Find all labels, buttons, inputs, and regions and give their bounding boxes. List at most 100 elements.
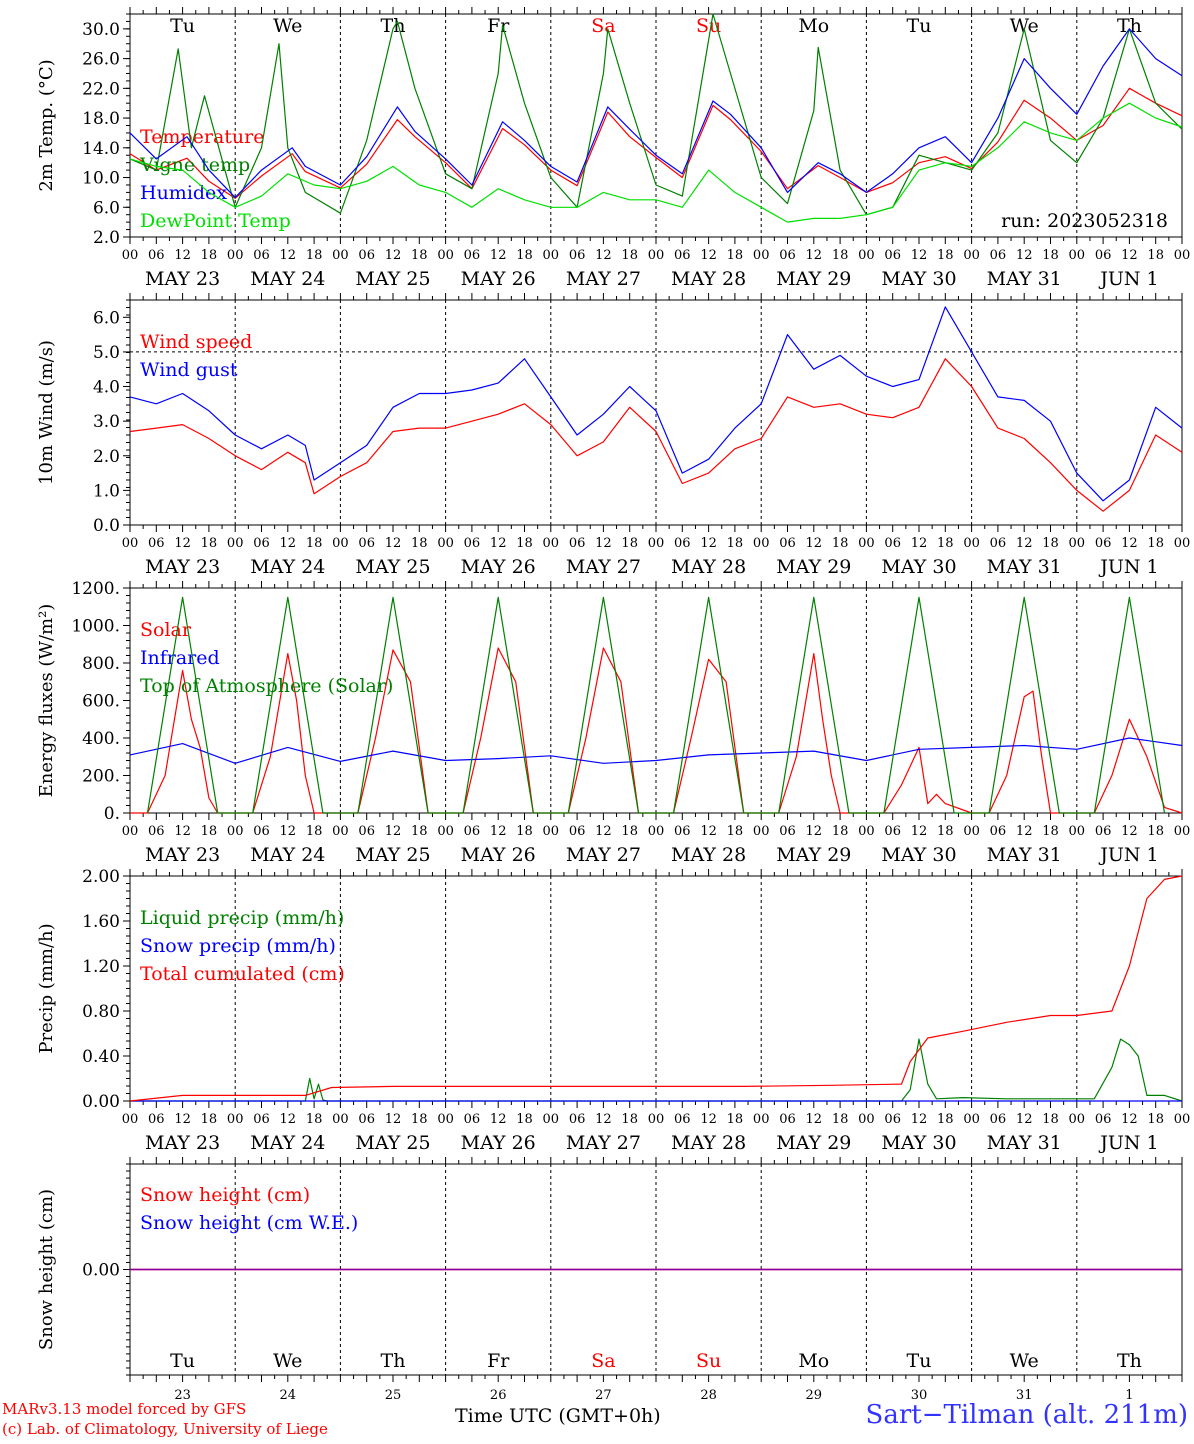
hour-tick-label: 00 [858,248,875,263]
hour-tick-label: 18 [1042,248,1059,263]
date-label: MAY 24 [250,556,325,578]
panel-frame-wind [129,299,1183,526]
hour-tick-label: 00 [858,1112,875,1127]
hour-tick-label: 06 [464,248,481,263]
date-label: MAY 26 [461,556,536,578]
hour-tick-label: 00 [1174,536,1191,551]
y-tick-label: 22.0 [82,79,120,99]
date-label: JUN 1 [1098,268,1158,290]
hour-tick-label: 06 [569,536,586,551]
weekday-label: Su [696,15,721,37]
legend-entry: Snow height (cm) [140,1184,310,1206]
hour-tick-label: 00 [122,536,139,551]
day-number-label: 23 [174,1388,191,1403]
hour-tick-label: 06 [674,536,691,551]
hour-tick-label: 18 [937,1112,954,1127]
hour-tick-label: 18 [937,824,954,839]
date-label: MAY 28 [671,268,746,290]
weekday-label: Th [381,15,406,37]
hour-tick-label: 18 [1147,824,1164,839]
hour-tick-label: 00 [332,824,349,839]
date-label: MAY 29 [776,268,851,290]
date-label: MAY 24 [250,1132,325,1154]
hour-tick-label: 00 [753,1112,770,1127]
hour-tick-label: 06 [779,1112,796,1127]
series-line-precip-2 [129,875,1183,1102]
hour-tick-label: 12 [490,1112,507,1127]
hour-tick-label: 12 [490,536,507,551]
series-line-precip-0 [130,1038,1183,1102]
hour-tick-label: 06 [464,536,481,551]
date-label: JUN 1 [1098,556,1158,578]
hour-tick-label: 12 [595,536,612,551]
hour-tick-label: 18 [727,248,744,263]
hour-tick-label: 18 [201,536,218,551]
hour-tick-label: 00 [543,824,560,839]
weekday-label: Sa [591,1350,615,1372]
date-label: MAY 23 [145,556,220,578]
hour-tick-label: 18 [832,1112,849,1127]
hour-tick-label: 18 [621,824,638,839]
hour-tick-label: 06 [1095,536,1112,551]
hour-tick-label: 00 [437,248,454,263]
hour-tick-label: 12 [1121,248,1138,263]
date-label: MAY 25 [355,556,430,578]
weekday-label: Tu [170,1350,195,1372]
hour-tick-label: 12 [385,824,402,839]
hour-tick-label: 00 [543,1112,560,1127]
hour-tick-label: 00 [963,824,980,839]
hour-tick-label: 18 [201,248,218,263]
y-tick-label: 1000. [71,617,120,637]
hour-tick-label: 12 [385,536,402,551]
hour-tick-label: 18 [1042,1112,1059,1127]
hour-tick-label: 12 [595,1112,612,1127]
date-label: MAY 31 [987,268,1062,290]
series-line-temperature-0 [129,87,1183,199]
y-tick-label: 800. [82,654,120,674]
hour-tick-label: 00 [648,248,665,263]
hour-tick-label: 06 [253,248,270,263]
hour-tick-label: 18 [201,824,218,839]
hour-tick-label: 18 [1147,1112,1164,1127]
hour-tick-label: 18 [621,536,638,551]
hour-tick-label: 06 [779,248,796,263]
date-label: MAY 30 [881,1132,956,1154]
hour-tick-label: 18 [411,1112,428,1127]
day-number-label: 1 [1125,1388,1133,1403]
date-label: MAY 26 [461,1132,536,1154]
hour-tick-label: 06 [884,536,901,551]
day-number-label: 28 [700,1388,717,1403]
date-label: MAY 23 [145,268,220,290]
hour-tick-label: 12 [700,248,717,263]
weekday-label: Sa [591,15,615,37]
hour-tick-label: 18 [621,248,638,263]
hour-tick-label: 18 [832,248,849,263]
legend-entry: Humidex [140,182,227,204]
hour-tick-label: 06 [148,824,165,839]
hour-tick-label: 00 [858,824,875,839]
weekday-label: Th [381,1350,406,1372]
date-label: MAY 31 [987,556,1062,578]
y-axis-label: Snow height (cm) [36,1189,57,1350]
hour-tick-label: 00 [227,536,244,551]
date-label: MAY 28 [671,1132,746,1154]
hour-tick-label: 06 [884,1112,901,1127]
legend-entry: Solar [140,619,192,641]
date-label: MAY 25 [355,268,430,290]
hour-tick-label: 00 [543,536,560,551]
panel-frame-energy [129,587,1183,814]
panel-frame-temperature [129,13,1183,238]
y-tick-label: 5.0 [93,343,120,363]
x-axis-label: Time UTC (GMT+0h) [455,1405,661,1427]
day-number-label: 26 [490,1388,507,1403]
hour-tick-label: 00 [963,248,980,263]
legend-entry: Total cumulated (cm) [140,963,345,985]
y-tick-label: 600. [82,692,120,712]
weekday-label: Tu [907,1350,932,1372]
legend-entry: DewPoint Temp [140,210,291,232]
hour-tick-label: 12 [385,248,402,263]
hour-tick-label: 12 [1121,824,1138,839]
hour-tick-label: 00 [122,824,139,839]
hour-tick-label: 06 [990,536,1007,551]
hour-tick-label: 06 [358,1112,375,1127]
